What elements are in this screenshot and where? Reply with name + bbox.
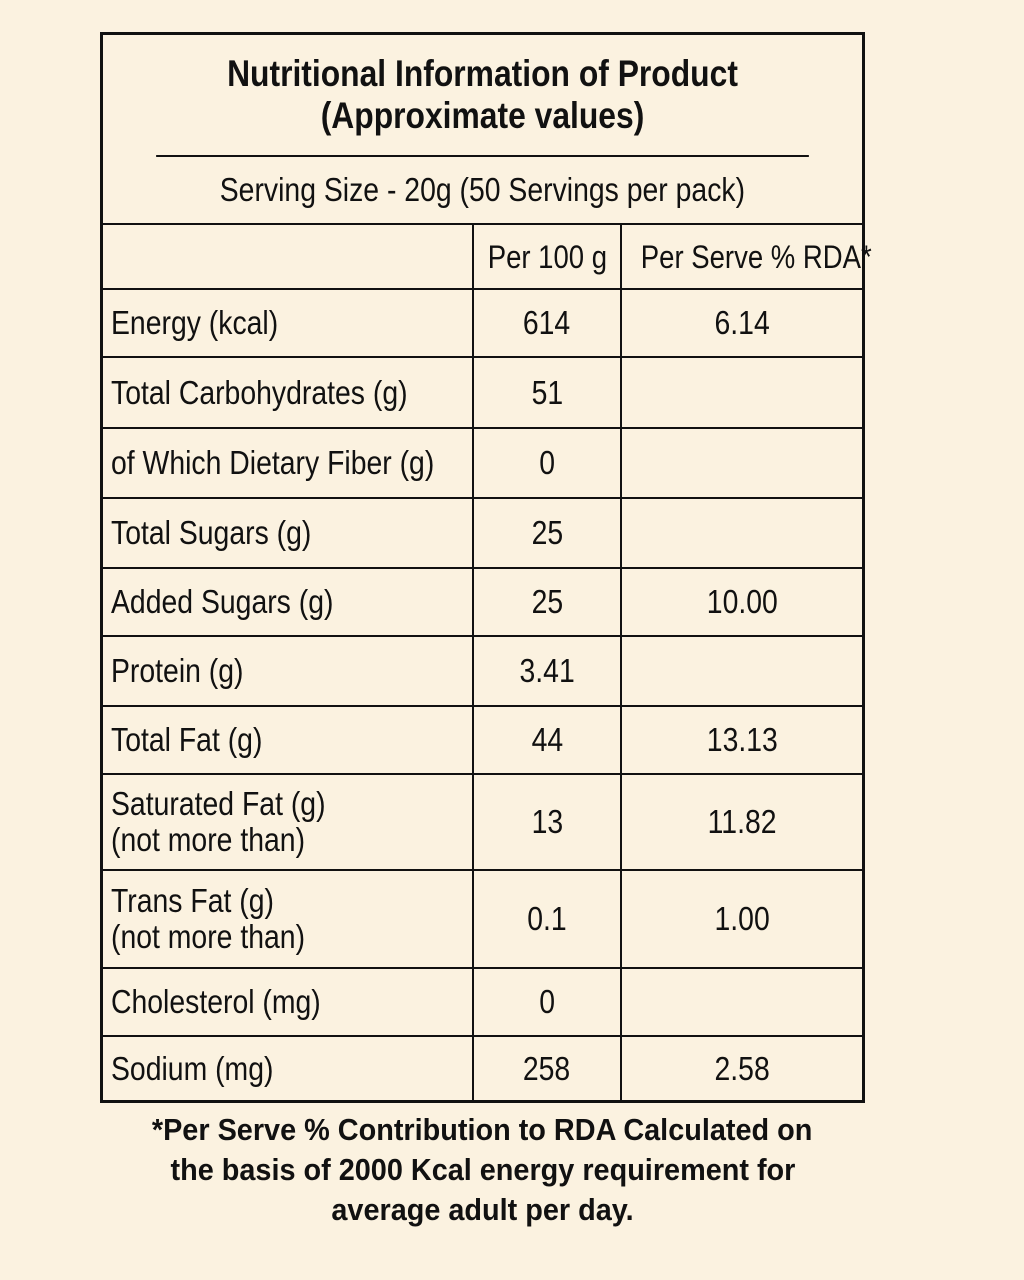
nutrient-name: Added Sugars (g) xyxy=(103,567,474,637)
nutrient-subnote: (not more than) xyxy=(111,821,306,858)
rda-value xyxy=(620,967,862,1037)
rda-value xyxy=(620,497,862,569)
footnote-line-1: *Per Serve % Contribution to RDA Calcula… xyxy=(152,1112,813,1147)
panel-title: Nutritional Information of Product (Appr… xyxy=(156,35,809,157)
rda-footnote: *Per Serve % Contribution to RDA Calcula… xyxy=(80,1110,885,1230)
table-row: Energy (kcal) 614 6.14 xyxy=(103,288,862,358)
table-row: Protein (g) 3.41 xyxy=(103,635,862,707)
per-100g-value: 3.41 xyxy=(472,635,622,707)
per-100g-value: 13 xyxy=(472,773,622,871)
title-line-2: (Approximate values) xyxy=(320,95,645,136)
nutrient-name: Total Sugars (g) xyxy=(103,497,474,569)
per-100g-value: 25 xyxy=(472,567,622,637)
rda-value: 1.00 xyxy=(620,869,862,969)
rda-value: 11.82 xyxy=(620,773,862,871)
rda-value xyxy=(620,356,862,429)
nutrient-name: Total Fat (g) xyxy=(103,705,474,775)
nutrient-name: of Which Dietary Fiber (g) xyxy=(103,427,474,499)
rda-value: 6.14 xyxy=(620,288,862,358)
per-100g-value: 0 xyxy=(472,427,622,499)
rda-value xyxy=(620,635,862,707)
serving-size: Serving Size - 20g (50 Servings per pack… xyxy=(103,157,862,225)
table-row: Saturated Fat (g) (not more than) 13 11.… xyxy=(103,773,862,871)
header-per-100g: Per 100 g xyxy=(472,225,622,290)
per-100g-value: 44 xyxy=(472,705,622,775)
header-blank-cell xyxy=(103,225,474,290)
table-header-row: Per 100 g Per Serve % RDA* xyxy=(103,225,872,290)
table-row: Total Sugars (g) 25 xyxy=(103,497,862,569)
footnote-line-2: the basis of 2000 Kcal energy requiremen… xyxy=(170,1152,795,1187)
nutrient-name: Energy (kcal) xyxy=(103,288,474,358)
per-100g-value: 51 xyxy=(472,356,622,429)
nutrition-table: Per 100 g Per Serve % RDA* Energy (kcal)… xyxy=(103,225,872,1100)
nutrient-name: Saturated Fat (g) (not more than) xyxy=(103,773,474,871)
title-line-1: Nutritional Information of Product xyxy=(227,53,738,94)
per-100g-value: 0 xyxy=(472,967,622,1037)
table-row: Sodium (mg) 258 2.58 xyxy=(103,1035,862,1100)
per-100g-value: 0.1 xyxy=(472,869,622,969)
table-row: Trans Fat (g) (not more than) 0.1 1.00 xyxy=(103,869,862,969)
nutrient-name: Total Carbohydrates (g) xyxy=(103,356,474,429)
nutrition-panel: Nutritional Information of Product (Appr… xyxy=(100,32,872,1103)
per-100g-value: 614 xyxy=(472,288,622,358)
header-per-serve-rda: Per Serve % RDA* xyxy=(620,225,872,290)
nutrient-name: Protein (g) xyxy=(103,635,474,707)
nutrient-subnote: (not more than) xyxy=(111,918,306,955)
nutrient-name: Sodium (mg) xyxy=(103,1035,474,1100)
serving-size-text: Serving Size - 20g (50 Servings per pack… xyxy=(219,171,746,208)
nutrient-name: Cholesterol (mg) xyxy=(103,967,474,1037)
footnote-line-3: average adult per day. xyxy=(331,1192,634,1227)
per-100g-value: 258 xyxy=(472,1035,622,1100)
table-row: Total Carbohydrates (g) 51 xyxy=(103,356,862,429)
rda-value: 2.58 xyxy=(620,1035,862,1100)
table-row: Added Sugars (g) 25 10.00 xyxy=(103,567,862,637)
rda-value xyxy=(620,427,862,499)
table-row: Cholesterol (mg) 0 xyxy=(103,967,862,1037)
per-100g-value: 25 xyxy=(472,497,622,569)
rda-value: 10.00 xyxy=(620,567,862,637)
table-row: of Which Dietary Fiber (g) 0 xyxy=(103,427,862,499)
table-row: Total Fat (g) 44 13.13 xyxy=(103,705,862,775)
rda-value: 13.13 xyxy=(620,705,862,775)
nutrient-name: Trans Fat (g) (not more than) xyxy=(103,869,474,969)
